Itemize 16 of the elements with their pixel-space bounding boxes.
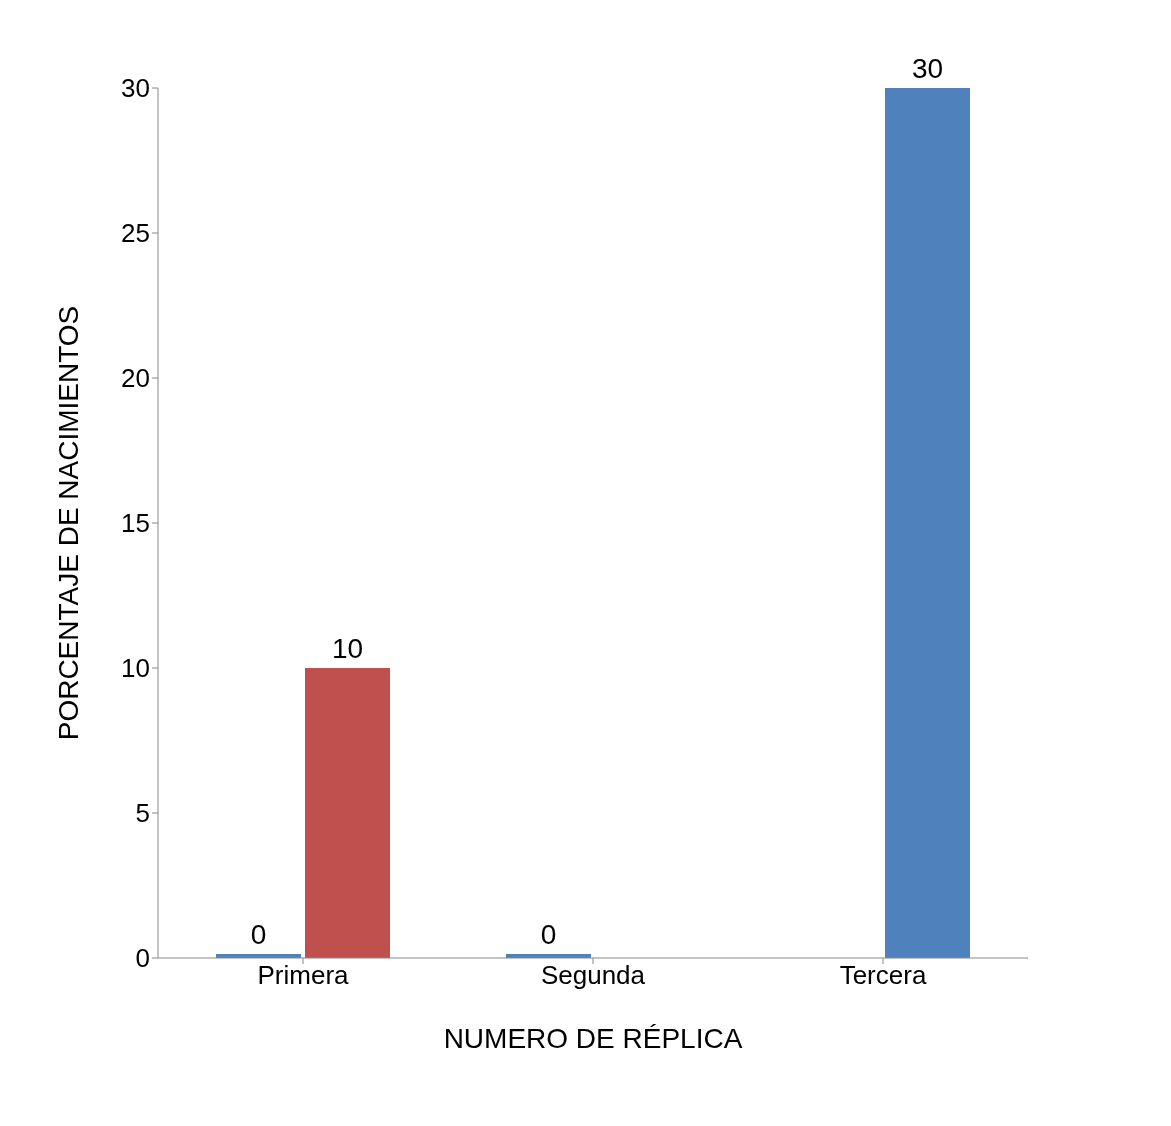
x-tick-label: Tercera: [839, 960, 927, 991]
y-tick-label: 30: [121, 73, 150, 104]
y-tick-label: 20: [121, 363, 150, 394]
y-tick-label: 5: [135, 798, 150, 829]
y-axis-title: PORCENTAJE DE NACIMIENTOS: [52, 305, 84, 741]
data-label: 0: [540, 919, 557, 950]
data-label: 10: [331, 633, 364, 664]
data-label: 30: [911, 53, 944, 84]
y-tick-label: 15: [121, 508, 150, 539]
y-tick-label: 0: [135, 943, 150, 974]
x-tick-label: Primera: [257, 960, 350, 991]
y-tick-label: 10: [121, 653, 150, 684]
y-tick-label: 25: [121, 218, 150, 249]
data-label: 0: [250, 919, 267, 950]
x-axis-title: NUMERO DE RÉPLICA: [443, 1023, 743, 1054]
x-tick-label: Segunda: [540, 960, 646, 991]
